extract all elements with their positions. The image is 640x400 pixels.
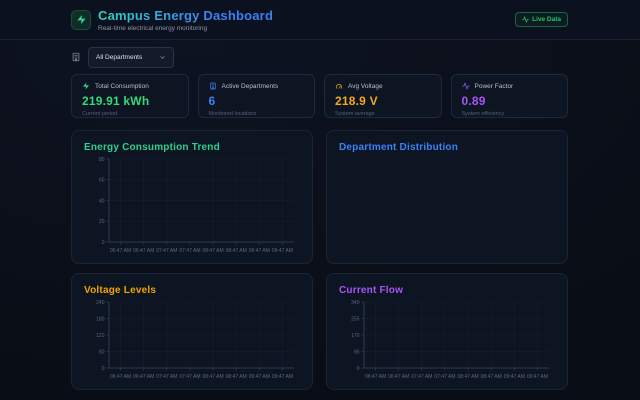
- brand: Campus Energy Dashboard Real-time electr…: [71, 8, 273, 32]
- svg-text:08:47 AM: 08:47 AM: [226, 248, 247, 254]
- svg-text:07:47 AM: 07:47 AM: [156, 248, 177, 254]
- svg-text:0: 0: [102, 240, 105, 246]
- svg-text:60: 60: [99, 178, 105, 184]
- stat-label: Total Consumption: [95, 82, 149, 90]
- svg-text:06:47 AM: 06:47 AM: [133, 248, 154, 254]
- stat-value: 218.9 V: [335, 94, 378, 108]
- svg-text:06:47 AM: 06:47 AM: [365, 374, 386, 380]
- svg-text:120: 120: [96, 333, 105, 339]
- svg-text:06:47 AM: 06:47 AM: [388, 374, 409, 380]
- svg-text:20: 20: [99, 219, 105, 225]
- svg-text:180: 180: [96, 316, 105, 322]
- chart-title: Voltage Levels: [84, 285, 157, 296]
- building-icon: [71, 52, 81, 62]
- chevron-down-icon: [159, 54, 166, 61]
- panel-voltage-levels: Voltage Levels 0 60 120 180 240 06:47 AM 06:47…: [71, 273, 313, 390]
- svg-text:07:47 AM: 07:47 AM: [179, 374, 200, 380]
- page-subtitle: Real-time electrical energy monitoring: [98, 24, 208, 32]
- voltage-levels-chart: 0 60 120 180 240 06:47 AM 06:47 AM 07:47 AM 07:4…: [84, 296, 300, 381]
- svg-text:08:47 AM: 08:47 AM: [202, 248, 223, 254]
- gauge-icon: [335, 82, 343, 90]
- svg-text:08:47 AM: 08:47 AM: [481, 374, 502, 380]
- svg-text:09:47 AM: 09:47 AM: [249, 374, 270, 380]
- svg-text:09:47 AM: 09:47 AM: [272, 374, 293, 380]
- svg-text:08:47 AM: 08:47 AM: [457, 374, 478, 380]
- svg-text:06:47 AM: 06:47 AM: [133, 374, 154, 380]
- svg-text:240: 240: [96, 300, 105, 306]
- svg-text:09:47 AM: 09:47 AM: [272, 248, 293, 254]
- chart-title: Current Flow: [339, 285, 404, 296]
- building-icon: [209, 82, 217, 90]
- stat-subtext: System efficiency: [461, 111, 505, 117]
- svg-text:09:47 AM: 09:47 AM: [504, 374, 525, 380]
- stat-subtext: System average: [335, 111, 375, 117]
- live-data-badge: Live Data: [515, 12, 568, 27]
- activity-icon: [461, 82, 470, 90]
- svg-text:0: 0: [357, 366, 360, 372]
- svg-text:170: 170: [351, 333, 360, 339]
- stat-label: Avg Voltage: [348, 82, 383, 90]
- stat-card-total-consumption: Total Consumption 219.91 kWh Current per…: [71, 74, 189, 118]
- svg-text:07:47 AM: 07:47 AM: [156, 374, 177, 380]
- stat-card-power-factor: Power Factor 0.89 System efficiency: [450, 74, 568, 118]
- stat-cards: Total Consumption 219.91 kWh Current per…: [71, 74, 568, 118]
- app-header: Campus Energy Dashboard Real-time electr…: [0, 0, 640, 40]
- department-select-value: All Departments: [96, 53, 143, 61]
- svg-text:07:47 AM: 07:47 AM: [411, 374, 432, 380]
- energy-consumption-chart: 0 20 40 60 80 06:47 AM 06:47 AM 07:47 AM 07:47 A…: [84, 153, 300, 255]
- svg-text:07:47 AM: 07:47 AM: [179, 248, 200, 254]
- svg-text:40: 40: [99, 198, 105, 204]
- chart-title: Department Distribution: [339, 142, 459, 153]
- svg-text:85: 85: [354, 349, 360, 355]
- activity-icon: [522, 16, 529, 23]
- svg-text:340: 340: [351, 300, 360, 306]
- stat-card-avg-voltage: Avg Voltage 218.9 V System average: [324, 74, 442, 118]
- svg-text:09:47 AM: 09:47 AM: [249, 248, 270, 254]
- stat-subtext: Monitored locations: [208, 111, 257, 117]
- page-title: Campus Energy Dashboard: [98, 7, 274, 23]
- chart-grid: Energy Consumption Trend 0 20 40 60 80 06:47 …: [71, 130, 568, 390]
- panel-department-distribution: Department Distribution: [326, 130, 568, 264]
- svg-text:09:47 AM: 09:47 AM: [527, 374, 548, 380]
- stat-label: Active Departments: [221, 82, 279, 90]
- svg-text:06:47 AM: 06:47 AM: [110, 248, 131, 254]
- svg-text:07:47 AM: 07:47 AM: [434, 374, 455, 380]
- panel-current-flow: Current Flow 0 85 170 255 340 06:47 AM 06:47 A…: [326, 273, 568, 390]
- department-select[interactable]: All Departments: [88, 46, 174, 68]
- stat-label: Power Factor: [474, 82, 514, 90]
- svg-text:08:47 AM: 08:47 AM: [226, 374, 247, 380]
- svg-text:06:47 AM: 06:47 AM: [110, 374, 131, 380]
- stat-value: 219.91 kWh: [82, 94, 150, 108]
- panel-energy-consumption-trend: Energy Consumption Trend 0 20 40 60 80 06:47 …: [71, 130, 313, 264]
- svg-text:08:47 AM: 08:47 AM: [202, 374, 223, 380]
- stat-subtext: Current period: [82, 111, 118, 117]
- stat-card-active-departments: Active Departments 6 Monitored locations: [197, 74, 315, 118]
- stat-value: 6: [208, 94, 216, 108]
- stat-value: 0.89: [461, 94, 486, 108]
- lightning-bolt-icon: [82, 82, 90, 90]
- svg-text:80: 80: [99, 157, 105, 163]
- svg-text:255: 255: [351, 316, 360, 322]
- current-flow-chart: 0 85 170 255 340 06:47 AM 06:47 AM 07:47 AM 07:4…: [339, 296, 555, 381]
- lightning-bolt-icon: [71, 9, 91, 30]
- chart-title: Energy Consumption Trend: [84, 142, 220, 153]
- filter-bar: All Departments: [71, 46, 568, 68]
- svg-text:0: 0: [102, 366, 105, 372]
- department-distribution-chart: [339, 153, 555, 255]
- svg-text:60: 60: [99, 349, 105, 355]
- live-data-label: Live Data: [532, 16, 561, 23]
